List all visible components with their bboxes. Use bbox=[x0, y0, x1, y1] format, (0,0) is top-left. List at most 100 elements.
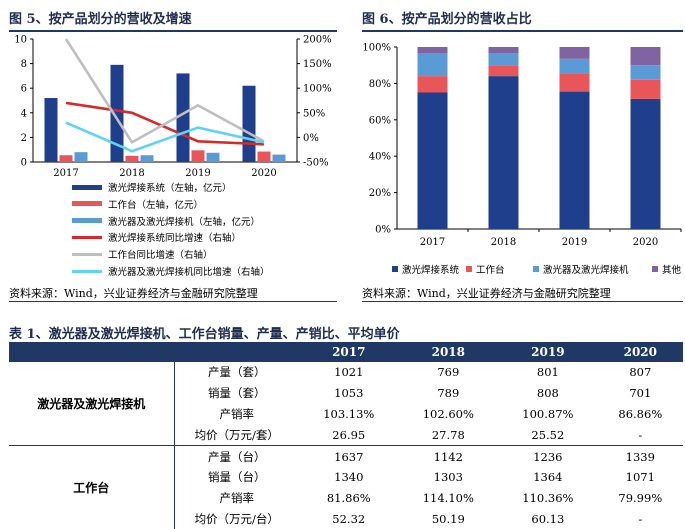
fig5-legend-swatch bbox=[72, 269, 102, 273]
table-row-label: 产量（套） bbox=[208, 365, 266, 380]
fig6-legend-item: 激光焊接系统 bbox=[392, 262, 459, 276]
fig6-source: 资料来源：Wind，兴业证券经济与金融研究院整理 bbox=[362, 287, 611, 300]
fig6-stack-segment bbox=[630, 98, 661, 230]
fig6-y-tick-label: 40% bbox=[369, 152, 391, 163]
table-cell: 114.10% bbox=[422, 491, 474, 506]
fig5-bar bbox=[44, 98, 58, 162]
fig5-left-tick-label: 8 bbox=[21, 59, 27, 70]
table-cell: 1021 bbox=[334, 365, 364, 380]
table-row-label: 产销率 bbox=[219, 491, 255, 506]
fig6-x-tick-label: 2019 bbox=[562, 237, 587, 248]
fig5-legend-swatch bbox=[72, 184, 102, 190]
fig5-bar bbox=[206, 152, 220, 162]
table-cell: 1303 bbox=[433, 470, 463, 485]
fig6-x-tick-label: 2020 bbox=[633, 237, 658, 248]
table-cell: - bbox=[638, 427, 643, 442]
fig6-stack-segment bbox=[630, 79, 661, 99]
table-cell: 60.13 bbox=[531, 511, 565, 526]
fig5-chart: 0 2 4 6 8 10 -50% 0% 50% 100% 150% 200% 2017 2018 2019… bbox=[14, 35, 332, 180]
table-row: 销量（台） 1340 1303 1364 1071 bbox=[9, 467, 683, 488]
table-cell: 50.19 bbox=[431, 511, 465, 526]
fig5-right-tick-label: 200% bbox=[303, 35, 332, 46]
table-header-item bbox=[174, 342, 299, 362]
fig5-legend-item: 工作台（左轴，亿元） bbox=[72, 197, 203, 211]
fig5-bar bbox=[74, 152, 88, 162]
fig6-y-tick-label: 20% bbox=[369, 188, 391, 199]
fig5-bar bbox=[242, 85, 256, 162]
fig5-legend-label: 激光焊接系统（左轴，亿元） bbox=[108, 183, 232, 194]
table-cell: 1142 bbox=[398, 445, 499, 467]
fig6-y-tick-label: 100% bbox=[362, 43, 391, 54]
fig5-legend-item: 激光焊接系统（左轴，亿元） bbox=[72, 180, 232, 194]
table-cell: 1071 bbox=[625, 470, 655, 485]
fig5-bar bbox=[140, 155, 154, 162]
table-row-label: 均价（万元/套） bbox=[194, 427, 279, 442]
fig5-legend-swatch bbox=[72, 235, 102, 239]
fig6-y-tick-label: 60% bbox=[369, 115, 391, 126]
sales-table: 2017 2018 2019 2020 激光器及激光焊接机 产量（套） 1021… bbox=[9, 342, 683, 529]
fig6-title-rule bbox=[362, 30, 683, 32]
fig6-stack-segment bbox=[559, 47, 590, 59]
fig6-stack-segment bbox=[559, 91, 590, 229]
fig5-bar bbox=[110, 64, 124, 162]
fig6-stack-segment bbox=[559, 58, 590, 74]
fig6-y-tick-label: 80% bbox=[369, 79, 391, 90]
table-cell: 1364 bbox=[533, 470, 563, 485]
fig5-legend-item: 激光器及激光焊接机同比增速（右轴） bbox=[72, 264, 270, 278]
table-cell: 769 bbox=[437, 365, 460, 380]
fig5-source: 资料来源：Wind，兴业证券经济与金融研究院整理 bbox=[9, 287, 258, 300]
table-group-name: 工作台 bbox=[9, 445, 175, 529]
table-cell: 807 bbox=[629, 365, 652, 380]
table-cell: 1236 bbox=[498, 445, 598, 467]
fig6-stack-segment bbox=[417, 53, 448, 77]
table-header-row: 2017 2018 2019 2020 bbox=[9, 342, 683, 362]
fig6-legend-swatch bbox=[466, 266, 472, 272]
fig5-left-tick-label: 2 bbox=[21, 133, 27, 144]
table-cell: 25.52 bbox=[531, 427, 565, 442]
fig5-bar bbox=[125, 155, 139, 162]
fig6-title: 图 6、按产品划分的营收占比 bbox=[362, 12, 532, 27]
table-row-label: 产量（台） bbox=[174, 445, 299, 467]
table-row: 激光器及激光焊接机 产量（套） 1021 769 801 807 bbox=[9, 362, 683, 446]
table-header-group bbox=[9, 342, 174, 362]
table-cell: 1339 bbox=[597, 445, 683, 467]
fig6-stack-segment bbox=[488, 65, 519, 77]
fig5-bar bbox=[176, 73, 190, 162]
fig6-stack-segment bbox=[630, 47, 661, 66]
table-row: 工作台 产量（台） 1637 1142 1236 1339 bbox=[9, 445, 683, 529]
fig6-stack-segment bbox=[417, 76, 448, 93]
table-cell: 1637 bbox=[299, 445, 399, 467]
table-cell: 86.86% bbox=[618, 406, 663, 421]
fig6-y-tick-label: 0% bbox=[375, 225, 391, 236]
fig6-stack-segment bbox=[630, 65, 661, 80]
fig5-legend-item: 激光焊接系统同比增速（右轴） bbox=[72, 230, 241, 244]
fig5-x-tick-label: 2018 bbox=[119, 168, 144, 179]
table-cell: 102.60% bbox=[422, 406, 474, 421]
table-cell: 103.13% bbox=[323, 406, 375, 421]
fig6-x-tick-label: 2018 bbox=[491, 237, 516, 248]
table-row-label: 销量（台） bbox=[208, 470, 266, 485]
table-cell: 789 bbox=[437, 386, 460, 401]
fig5-right-tick-label: 50% bbox=[303, 108, 325, 119]
fig5-legend-swatch bbox=[72, 252, 102, 256]
fig5-growth-line bbox=[65, 101, 265, 146]
table-row-label: 均价（万元/台） bbox=[194, 511, 279, 526]
fig5-title: 图 5、按产品划分的营收及增速 bbox=[9, 12, 192, 27]
fig6-legend-item: 其他 bbox=[652, 262, 681, 276]
fig6-x-tick-label: 2017 bbox=[420, 237, 445, 248]
table-header-year: 2020 bbox=[597, 342, 683, 362]
fig6-legend-swatch bbox=[652, 266, 658, 272]
table-cell: 79.99% bbox=[618, 491, 663, 506]
fig5-left-tick-label: 0 bbox=[21, 158, 27, 169]
fig5-title-rule bbox=[9, 30, 337, 32]
fig5-left-tick-label: 10 bbox=[14, 35, 27, 46]
fig6-legend-label: 激光器及激光焊接机 bbox=[543, 265, 629, 276]
table-cell: 801 bbox=[536, 365, 559, 380]
fig5-legend-item: 激光器及激光焊接机（左轴，亿元） bbox=[72, 214, 260, 228]
fig5-left-tick-label: 6 bbox=[21, 84, 27, 95]
fig5-right-tick-label: 0% bbox=[303, 133, 319, 144]
table-cell: 1340 bbox=[334, 470, 364, 485]
table-cell: 27.78 bbox=[431, 427, 465, 442]
fig6-stack-segment bbox=[559, 73, 590, 92]
table-header-year: 2019 bbox=[498, 342, 598, 362]
